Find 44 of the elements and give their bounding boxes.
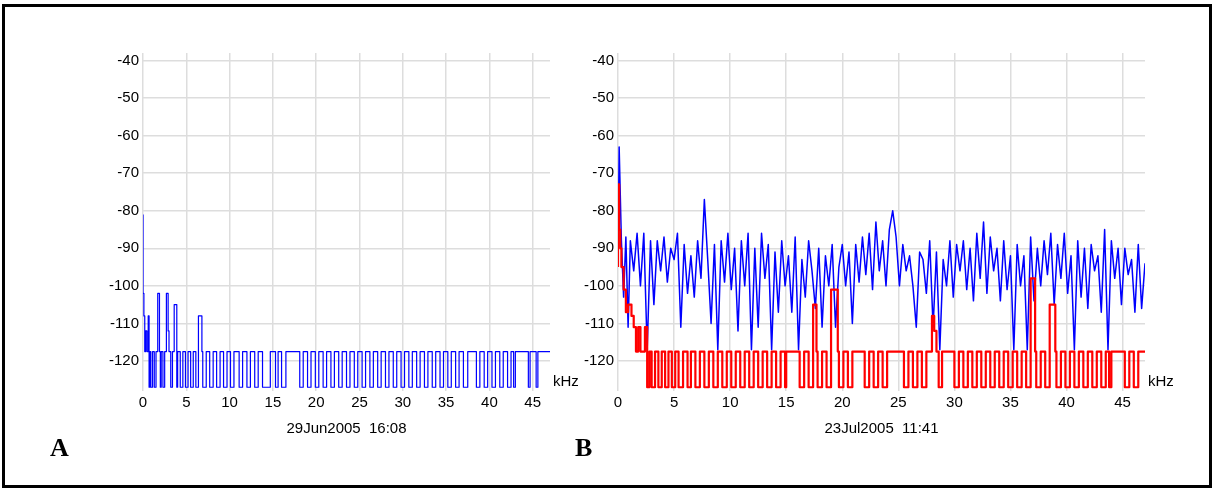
x-tick-label: 40 — [1058, 393, 1075, 411]
x-tick-label: 5 — [669, 393, 679, 411]
x-tick-label: 45 — [524, 393, 542, 411]
x-tick-label: 0 — [613, 393, 623, 411]
x-tick-label: 35 — [1002, 393, 1019, 411]
text: 29Jun2005 16:08 — [286, 418, 407, 436]
y-tick-label: -100 — [583, 275, 615, 293]
text: A — [50, 432, 69, 462]
y-tick-label: -60 — [117, 125, 140, 143]
y-tick-label: -60 — [592, 125, 615, 143]
y-tick-label: -70 — [117, 163, 140, 181]
x-tick-label: 20 — [307, 393, 325, 411]
y-tick-label: -80 — [117, 200, 140, 218]
x-tick-label: 15 — [777, 393, 795, 411]
y-tick-label: -40 — [117, 50, 140, 68]
y-tick-label: -90 — [117, 238, 140, 256]
x-tick-label: 0 — [138, 393, 148, 411]
x-tick-label: 25 — [351, 393, 368, 411]
x-tick-label: 45 — [1114, 393, 1131, 411]
y-tick-label: -40 — [592, 50, 615, 68]
x-tick-label: 5 — [182, 393, 191, 411]
y-tick-label: -50 — [117, 88, 140, 106]
x-tick-label: 35 — [437, 393, 455, 411]
x-tick-label: 15 — [264, 393, 282, 411]
y-tick-label: -70 — [592, 163, 615, 181]
y-tick-label: -80 — [592, 200, 615, 218]
text: 23Jul2005 11:41 — [824, 418, 939, 436]
y-tick-label: -50 — [592, 88, 615, 106]
x-tick-label: 25 — [889, 393, 907, 411]
x-tick-label: 40 — [481, 393, 498, 411]
y-tick-label: -90 — [592, 238, 615, 256]
text: B — [575, 432, 593, 462]
x-axis-title: kHz — [1148, 371, 1174, 389]
y-tick-label: -110 — [110, 313, 140, 331]
x-tick-label: 10 — [221, 393, 238, 411]
x-axis-title: kHz — [553, 371, 579, 389]
y-tick-label: -120 — [108, 351, 140, 369]
x-tick-label: 30 — [946, 393, 963, 411]
y-tick-label: -120 — [583, 351, 615, 369]
x-tick-label: 10 — [721, 393, 739, 411]
y-tick-label: -100 — [108, 275, 140, 293]
x-tick-label: 30 — [394, 393, 412, 411]
y-tick-label: -110 — [585, 313, 615, 331]
x-tick-label: 20 — [833, 393, 851, 411]
